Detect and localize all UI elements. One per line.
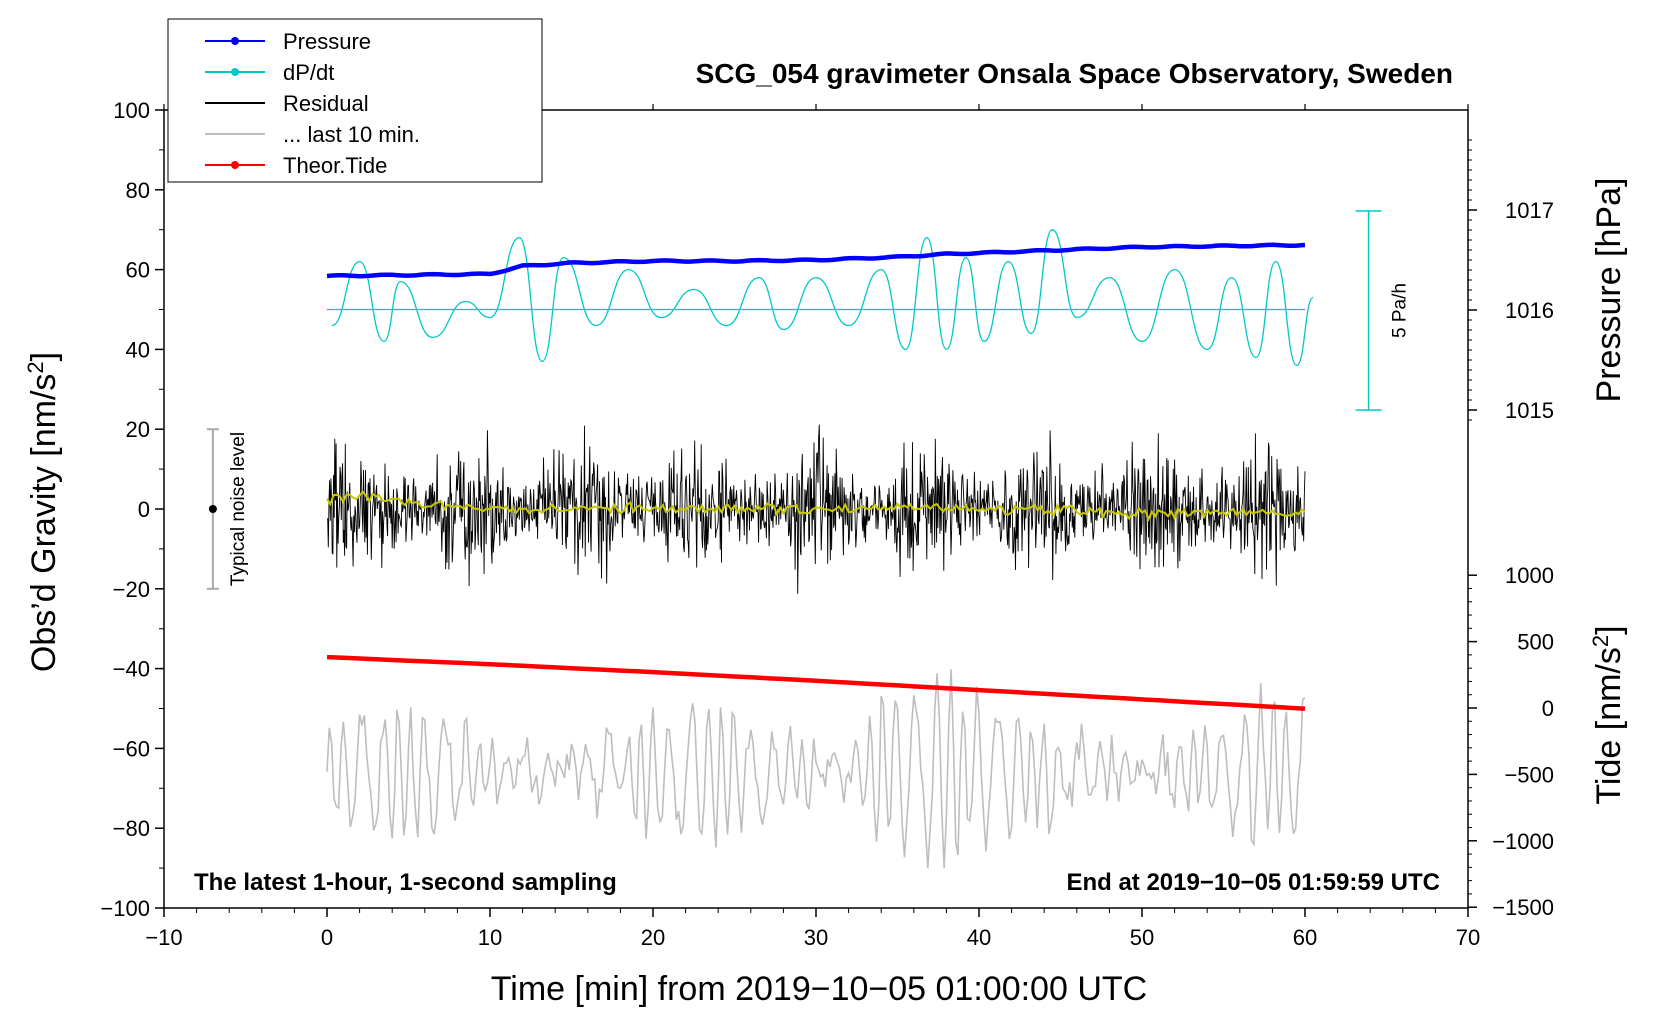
- y-axis-title-left-sup: 2: [23, 361, 48, 373]
- x-tick-label: −10: [145, 925, 182, 950]
- legend-label: ... last 10 min.: [283, 122, 420, 147]
- series-last-10-min: [326, 669, 1306, 869]
- axis-ticks: −10 0 10 20 30 40 50 60 70−100−80−60−40−20020406…: [100, 98, 1554, 950]
- x-tick-label: 20: [641, 925, 665, 950]
- legend-label: dP/dt: [283, 60, 334, 85]
- y-axis-title-left: Obs’d Gravity [nm/s2]: [23, 352, 63, 672]
- y-tick-label: 60: [126, 258, 150, 283]
- data-series: [326, 229, 1314, 869]
- y-tick-label: 100: [113, 98, 150, 123]
- series-residual: [326, 424, 1306, 594]
- x-tick-label: 30: [804, 925, 828, 950]
- chart-title: SCG_054 gravimeter Onsala Space Observat…: [696, 58, 1453, 89]
- y-tick-label: −40: [113, 657, 150, 682]
- y-axis-title-left-end: ]: [25, 352, 63, 361]
- y-axis-title-left-text: Obs’d Gravity [nm/s: [25, 374, 63, 673]
- pressure-tick-label: 1015: [1505, 398, 1554, 423]
- y-tick-label: −100: [100, 896, 150, 921]
- series-theor-tide: [326, 654, 1306, 711]
- legend-box: [167, 18, 543, 183]
- x-tick-label: 0: [321, 925, 333, 950]
- tide-tick-label: 0: [1542, 696, 1554, 721]
- legend-label: Residual: [283, 91, 369, 116]
- legend-marker: [231, 37, 239, 45]
- y-tick-label: −60: [113, 736, 150, 761]
- x-tick-label: 70: [1456, 925, 1480, 950]
- y-tick-label: 40: [126, 337, 150, 362]
- series-residual-smoothed: [326, 490, 1306, 523]
- y-axis-title-tide-text: Tide [nm/s: [1590, 647, 1628, 804]
- pressure-tick-label: 1016: [1505, 298, 1554, 323]
- rate-scale-label: 5 Pa/h: [1390, 283, 1411, 338]
- legend-label: Theor.Tide: [283, 153, 387, 178]
- legend-label: Pressure: [283, 29, 371, 54]
- x-tick-label: 50: [1130, 925, 1154, 950]
- y-tick-label: 20: [126, 417, 150, 442]
- rate-scale-indicator: 5 Pa/h: [1355, 210, 1411, 411]
- x-tick-label: 60: [1293, 925, 1317, 950]
- y-tick-label: −80: [113, 816, 150, 841]
- x-tick-label: 10: [478, 925, 502, 950]
- legend: Pressure dP/dt Residual ... last 10 min. The…: [167, 18, 543, 183]
- y-tick-label: 80: [126, 178, 150, 203]
- y-tick-label: −20: [113, 577, 150, 602]
- tide-tick-label: −500: [1504, 762, 1554, 787]
- legend-marker: [231, 161, 239, 169]
- y-axis-title-pressure: Pressure [hPa]: [1590, 178, 1628, 403]
- tide-tick-label: −1500: [1492, 895, 1554, 920]
- note-sampling: The latest 1-hour, 1-second sampling: [194, 869, 617, 896]
- y-axis-title-tide: Tide [nm/s2]: [1588, 625, 1628, 804]
- legend-marker: [231, 68, 239, 76]
- tide-tick-label: 1000: [1505, 563, 1554, 588]
- tide-tick-label: 500: [1517, 630, 1554, 655]
- plot-frame: [163, 109, 1469, 909]
- x-tick-label: 40: [967, 925, 991, 950]
- note-end-time: End at 2019−10−05 01:59:59 UTC: [1066, 869, 1440, 896]
- y-tick-label: 0: [138, 497, 150, 522]
- noise-level-label: Typical noise level: [228, 432, 249, 586]
- noise-level-dot: [208, 505, 217, 513]
- tide-tick-label: −1000: [1492, 829, 1554, 854]
- series-pressure: [326, 242, 1306, 279]
- x-axis-title: Time [min] from 2019−10−05 01:00:00 UTC: [491, 970, 1147, 1008]
- pressure-tick-label: 1017: [1505, 198, 1554, 223]
- y-axis-title-tide-sup: 2: [1588, 635, 1613, 647]
- y-axis-title-tide-end: ]: [1590, 625, 1628, 634]
- noise-level-indicator: Typical noise level: [206, 428, 249, 590]
